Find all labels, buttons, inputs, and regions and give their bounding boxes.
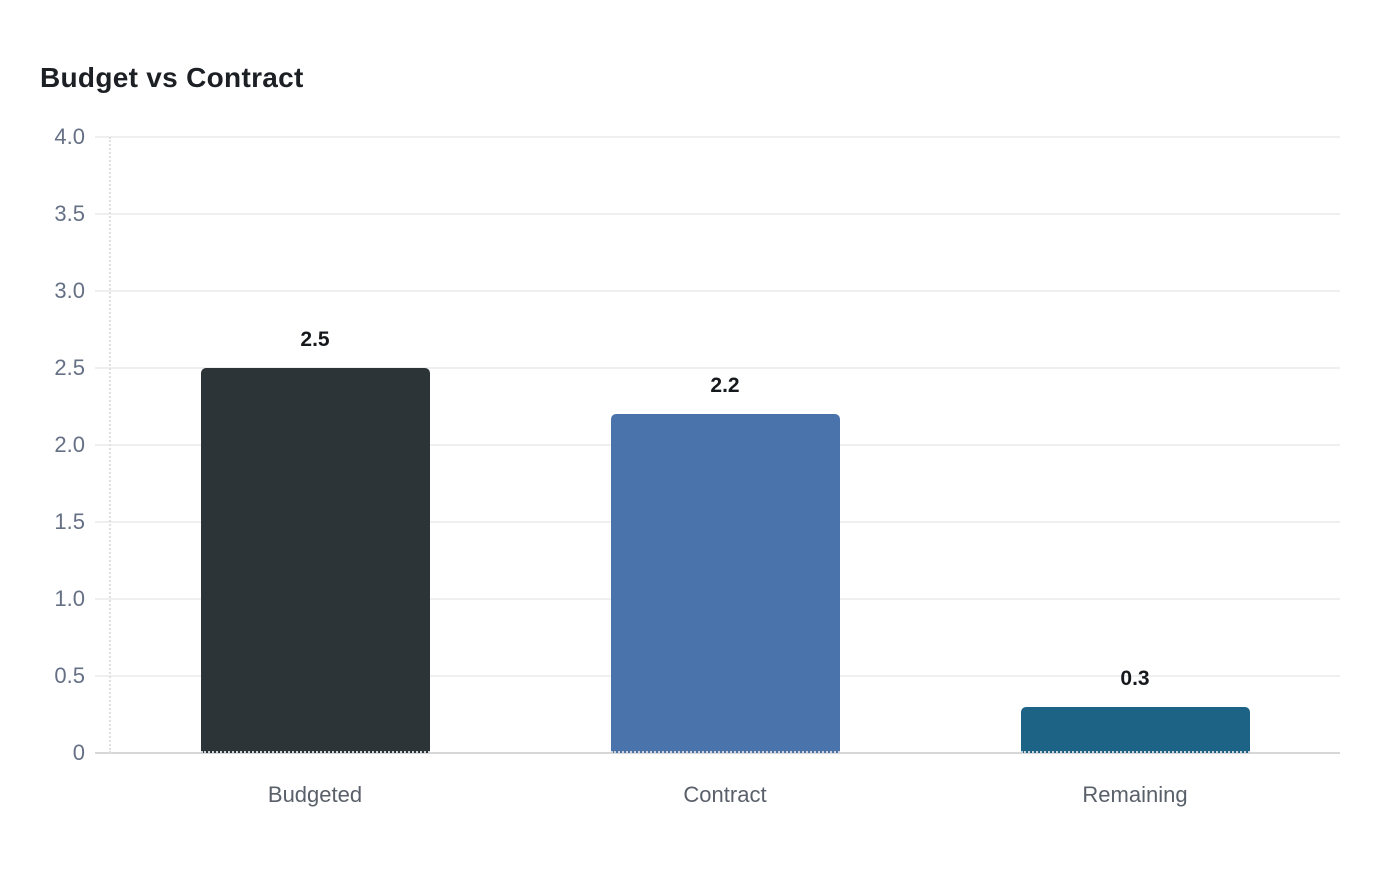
value-label: 0.3 [1120,667,1150,690]
gridline [95,290,1340,292]
x-tick-label-remaining: Remaining [1082,782,1188,807]
bar-remaining[interactable] [1021,707,1250,753]
gridline [95,213,1340,215]
gridline [95,136,1340,138]
y-tick-label: 1.5 [54,509,85,534]
bar-budgeted[interactable] [201,368,430,753]
y-tick-label: 1.0 [54,586,85,611]
value-label: 2.2 [710,374,740,397]
y-tick-label: 3.0 [54,278,85,303]
x-axis-baseline [95,752,1340,754]
y-tick-label: 0 [72,740,85,765]
gridline [95,367,1340,369]
y-tick-label: 2.0 [54,432,85,457]
y-tick-label: 4.0 [54,124,85,149]
y-axis-line [109,137,111,753]
y-tick-label: 0.5 [54,663,85,688]
x-tick-label-budgeted: Budgeted [267,782,363,807]
y-tick-label: 3.5 [54,201,85,226]
x-tick-label-contract: Contract [683,782,767,807]
bar-contract[interactable] [611,414,840,753]
chart-title: Budget vs Contract [40,62,304,93]
value-label: 2.5 [300,328,330,351]
y-tick-label: 2.5 [54,355,85,380]
